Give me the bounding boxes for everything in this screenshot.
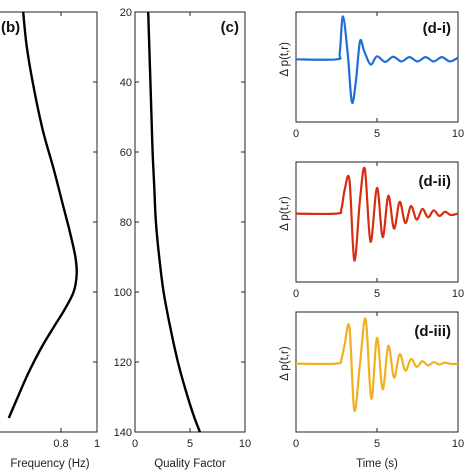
x-tick-label: 10: [452, 288, 464, 300]
x-tick-label: 5: [187, 438, 193, 450]
series-line: [295, 15, 459, 105]
panel-d-iii: 0 5 10 (d-iii) Time (s) Δ p(t,r): [279, 311, 464, 470]
series-line: [295, 317, 459, 412]
x-tick-label: 0.8: [53, 438, 68, 450]
y-tick-label: 120: [114, 357, 132, 369]
x-tick-label: 5: [374, 128, 380, 140]
x-tick-label: 10: [452, 438, 464, 450]
axes-frame: [0, 11, 98, 433]
y-axis-label: Δ p(t,r): [279, 346, 291, 381]
x-tick-label: 0: [293, 438, 299, 450]
y-tick-label: 40: [120, 77, 132, 89]
x-tick-label: 10: [239, 438, 251, 450]
series-line: [295, 166, 459, 262]
panel-tag-label: (d-iii): [414, 323, 451, 340]
panel-tag-label: (b): [1, 19, 20, 36]
panel-d-i: 0 5 10 (d-i) Δ p(t,r): [279, 11, 464, 140]
x-tick-label: 0: [293, 288, 299, 300]
panel-tag-label: (c): [221, 19, 239, 36]
y-tick-label: 60: [120, 147, 132, 159]
panel-b: 0.8 1 (b) Frequency (Hz): [0, 11, 100, 470]
panel-c: 0 5 10 20 40 60 80 100 120 140 (c) Quality Factor: [114, 7, 251, 470]
panel-tag-label: (d-ii): [419, 173, 451, 190]
x-axis-label: Time (s): [356, 458, 398, 470]
x-tick-label: 0: [293, 128, 299, 140]
series-line: [147, 11, 202, 433]
x-axis-label: Quality Factor: [154, 458, 226, 470]
y-axis-label: Δ p(t,r): [279, 42, 291, 77]
x-tick-label: 0: [132, 438, 138, 450]
x-tick-label: 5: [374, 288, 380, 300]
y-tick-label: 80: [120, 217, 132, 229]
panel-d-ii: 0 5 10 (d-ii) Δ p(t,r): [279, 161, 464, 300]
x-tick-label: 10: [452, 128, 464, 140]
y-tick-label: 100: [114, 287, 132, 299]
y-axis-label: Δ p(t,r): [279, 196, 291, 231]
y-tick-label: 140: [114, 427, 132, 439]
y-tick-label: 20: [120, 7, 132, 19]
series-line: [7, 11, 78, 419]
x-tick-label: 1: [94, 438, 100, 450]
x-tick-label: 5: [374, 438, 380, 450]
panel-tag-label: (d-i): [423, 20, 451, 37]
axes-frame: [134, 11, 246, 433]
x-axis-label: Frequency (Hz): [10, 458, 89, 470]
